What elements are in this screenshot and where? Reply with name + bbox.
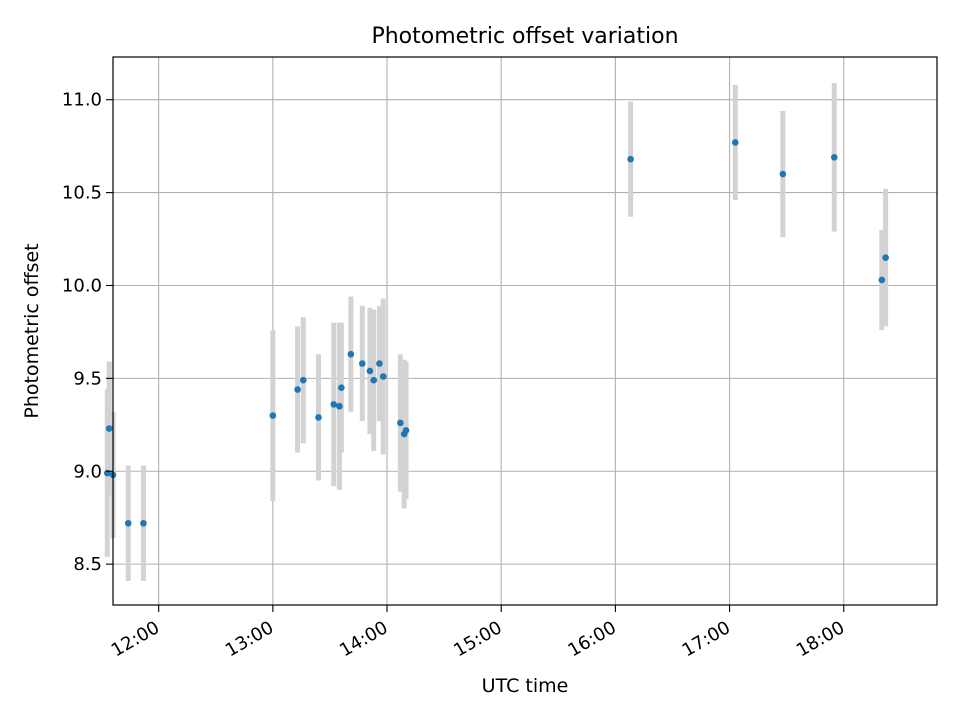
data-point xyxy=(347,350,355,358)
y-tick-label: 9.5 xyxy=(73,368,102,389)
data-point xyxy=(402,427,410,434)
data-point xyxy=(830,154,838,161)
plot-frame xyxy=(112,56,938,606)
data-point xyxy=(330,401,338,408)
y-tick-label: 10.5 xyxy=(62,183,102,204)
data-point xyxy=(779,170,787,178)
y-axis-label: Photometric offset xyxy=(21,243,43,418)
data-point xyxy=(627,155,634,163)
data-point xyxy=(105,425,113,432)
chart-title: Photometric offset variation xyxy=(371,24,678,49)
data-point xyxy=(397,419,404,427)
y-tick-label: 11.0 xyxy=(62,90,102,111)
data-point xyxy=(336,402,343,410)
y-tick-label: 10.0 xyxy=(62,275,102,296)
data-point xyxy=(731,139,739,146)
y-axis: 8.5 9.0 9.5 10.0 10.5 11.0 xyxy=(62,90,113,575)
data-point xyxy=(366,367,374,375)
data-point xyxy=(300,376,307,384)
data-point xyxy=(376,360,383,367)
data-point xyxy=(338,384,345,391)
data-point xyxy=(878,276,886,284)
data-point xyxy=(315,414,322,421)
data-point xyxy=(294,386,301,393)
y-tick-label: 9.0 xyxy=(73,461,102,482)
grid xyxy=(113,57,937,605)
y-tick-label: 8.5 xyxy=(73,554,102,575)
data-point xyxy=(882,254,889,261)
data-point xyxy=(140,519,147,527)
x-axis-label: UTC time xyxy=(482,675,569,697)
data-point xyxy=(379,373,387,380)
data-point xyxy=(269,412,277,419)
data-point xyxy=(370,376,378,384)
data-point xyxy=(124,519,132,527)
data-point xyxy=(358,360,366,367)
